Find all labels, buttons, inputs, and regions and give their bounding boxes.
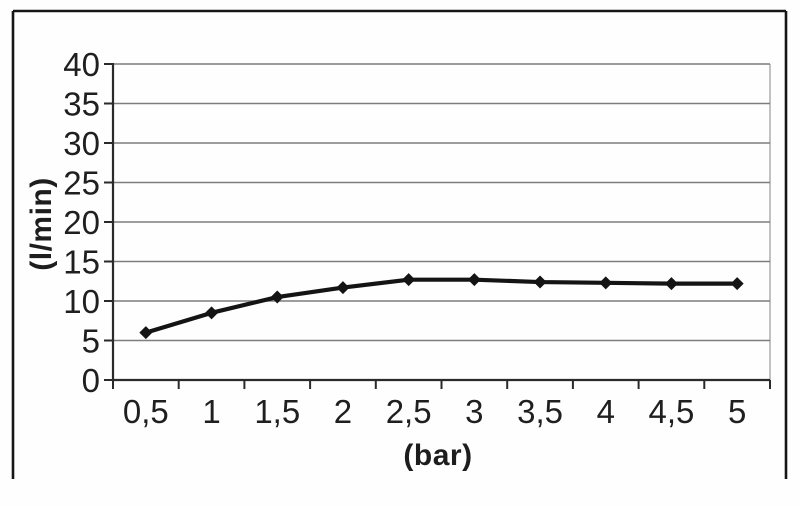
x-tick-label: 5 <box>728 393 746 430</box>
y-tick-label: 0 <box>82 362 100 399</box>
data-point-marker <box>205 306 219 320</box>
x-tick-label: 3 <box>465 393 483 430</box>
data-point-marker <box>270 290 284 304</box>
data-line <box>143 277 740 335</box>
data-point-marker <box>533 275 547 289</box>
data-point-marker <box>664 277 678 291</box>
x-tick-label: 2 <box>334 393 352 430</box>
y-axis-title: (l/min) <box>25 177 58 271</box>
data-point-marker <box>467 273 481 287</box>
y-tick-label: 35 <box>63 85 100 122</box>
x-tick-label: 3,5 <box>517 393 563 430</box>
data-point-marker <box>336 281 350 295</box>
y-tick-label: 15 <box>63 243 100 280</box>
y-tick-label: 25 <box>63 164 100 201</box>
x-tick-label: 4 <box>597 393 615 430</box>
x-tick-label: 1,5 <box>254 393 300 430</box>
y-tick-label: 30 <box>63 125 100 162</box>
x-tick-label: 0,5 <box>123 393 169 430</box>
y-tick-label: 5 <box>82 322 100 359</box>
x-tick-label: 1 <box>202 393 220 430</box>
x-tick-label: 2,5 <box>386 393 432 430</box>
y-tick-label: 10 <box>63 283 100 320</box>
data-point-marker <box>139 326 153 340</box>
y-tick-label: 40 <box>63 46 100 83</box>
data-point-marker <box>730 277 744 291</box>
data-point-marker <box>402 273 416 287</box>
y-tick-label: 20 <box>63 204 100 241</box>
data-point-marker <box>599 276 613 290</box>
x-tick-label: 4,5 <box>649 393 695 430</box>
x-axis-title: (bar) <box>403 439 473 472</box>
